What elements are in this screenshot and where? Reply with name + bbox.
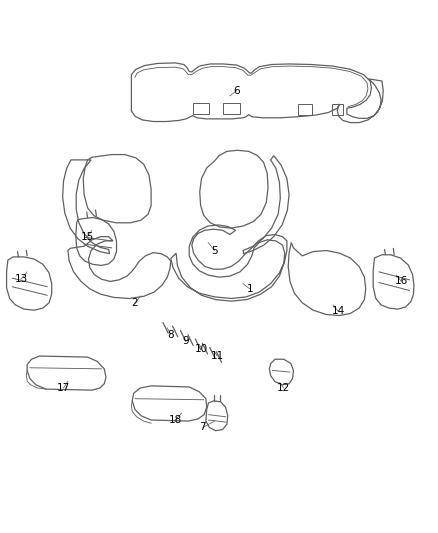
- Text: 1: 1: [246, 284, 253, 294]
- Text: 17: 17: [57, 383, 70, 393]
- Bar: [193, 103, 209, 114]
- Text: 8: 8: [167, 330, 174, 340]
- Text: 12: 12: [277, 383, 290, 393]
- Text: 7: 7: [199, 423, 206, 432]
- Text: 2: 2: [131, 298, 138, 308]
- Bar: [298, 104, 312, 115]
- Text: 11: 11: [211, 351, 224, 361]
- Text: 16: 16: [395, 277, 408, 286]
- Text: 5: 5: [211, 246, 218, 255]
- Text: 15: 15: [81, 232, 94, 241]
- Text: 13: 13: [14, 274, 28, 284]
- Text: 6: 6: [233, 86, 240, 95]
- Text: 14: 14: [332, 306, 345, 316]
- Text: 10: 10: [195, 344, 208, 353]
- Text: 9: 9: [182, 336, 189, 346]
- Bar: [223, 103, 240, 114]
- Bar: [332, 104, 343, 115]
- Text: 18: 18: [169, 415, 182, 425]
